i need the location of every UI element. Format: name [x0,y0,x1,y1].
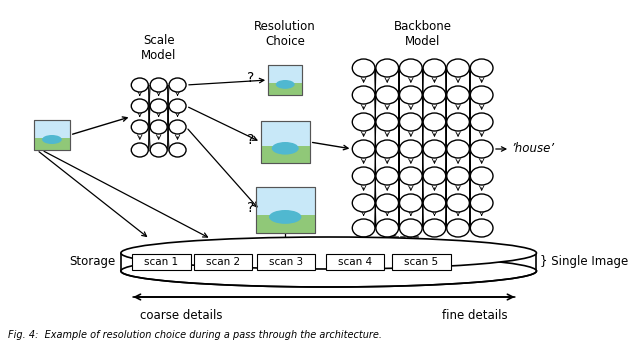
Text: fine details: fine details [442,309,508,322]
Bar [268,65,303,95]
Text: Scale
Model: Scale Model [141,34,177,62]
Ellipse shape [131,143,148,157]
Ellipse shape [399,59,422,77]
Bar [268,65,303,95]
Ellipse shape [376,167,399,185]
Bar [34,138,70,150]
Bar [326,254,385,270]
Bar [268,83,303,95]
Ellipse shape [376,86,399,104]
Ellipse shape [169,143,186,157]
Ellipse shape [150,120,167,134]
Ellipse shape [131,120,148,134]
Ellipse shape [423,219,446,237]
Text: scan 4: scan 4 [338,257,372,267]
Text: } Single Image: } Single Image [540,255,628,268]
Ellipse shape [447,194,469,212]
Ellipse shape [169,120,186,134]
Ellipse shape [399,113,422,131]
Ellipse shape [352,167,375,185]
Ellipse shape [169,78,186,92]
Bar [260,121,310,163]
Ellipse shape [470,219,493,237]
Text: ?: ? [246,71,254,85]
Bar [121,253,536,271]
Ellipse shape [150,143,167,157]
Ellipse shape [447,219,469,237]
Bar [256,187,315,233]
Ellipse shape [121,255,536,287]
Ellipse shape [470,140,493,158]
Text: ’house’: ’house’ [512,143,555,155]
Ellipse shape [376,194,399,212]
Ellipse shape [352,86,375,104]
Ellipse shape [399,167,422,185]
Ellipse shape [470,167,493,185]
Ellipse shape [352,194,375,212]
Ellipse shape [376,59,399,77]
Ellipse shape [376,140,399,158]
Text: Resolution
Choice: Resolution Choice [254,20,316,48]
Ellipse shape [376,113,399,131]
Ellipse shape [269,210,301,224]
Ellipse shape [399,86,422,104]
Bar [256,187,315,233]
Bar [194,254,252,270]
Ellipse shape [423,113,446,131]
Text: Storage: Storage [69,255,115,268]
Ellipse shape [470,194,493,212]
Ellipse shape [423,140,446,158]
Ellipse shape [352,59,375,77]
Ellipse shape [423,167,446,185]
Ellipse shape [399,219,422,237]
Ellipse shape [447,140,469,158]
Ellipse shape [150,78,167,92]
Ellipse shape [131,78,148,92]
Ellipse shape [423,59,446,77]
Text: ?: ? [246,133,254,147]
Ellipse shape [423,86,446,104]
Ellipse shape [423,194,446,212]
Ellipse shape [470,86,493,104]
Ellipse shape [447,86,469,104]
Ellipse shape [470,113,493,131]
Ellipse shape [272,142,299,155]
Ellipse shape [399,140,422,158]
Ellipse shape [131,99,148,113]
Ellipse shape [169,99,186,113]
Ellipse shape [352,140,375,158]
Bar [256,215,315,233]
Bar [34,120,70,150]
Bar [260,146,310,163]
Ellipse shape [447,167,469,185]
Bar [132,254,191,270]
Ellipse shape [447,113,469,131]
Ellipse shape [376,219,399,237]
Text: coarse details: coarse details [140,309,222,322]
Ellipse shape [150,99,167,113]
Ellipse shape [447,59,469,77]
Ellipse shape [121,237,536,269]
Ellipse shape [399,194,422,212]
Text: scan 5: scan 5 [404,257,438,267]
Ellipse shape [276,80,294,89]
Bar [260,121,310,163]
Bar [34,120,70,150]
Text: scan 2: scan 2 [206,257,240,267]
Ellipse shape [352,219,375,237]
Text: scan 1: scan 1 [145,257,179,267]
Bar [257,254,316,270]
Text: ?: ? [246,201,254,215]
Ellipse shape [352,113,375,131]
Ellipse shape [470,59,493,77]
Ellipse shape [42,135,62,144]
Text: Backbone
Model: Backbone Model [394,20,452,48]
Text: Fig. 4:  Example of resolution choice during a pass through the architecture.: Fig. 4: Example of resolution choice dur… [8,330,381,340]
Bar [392,254,451,270]
Text: scan 3: scan 3 [269,257,303,267]
